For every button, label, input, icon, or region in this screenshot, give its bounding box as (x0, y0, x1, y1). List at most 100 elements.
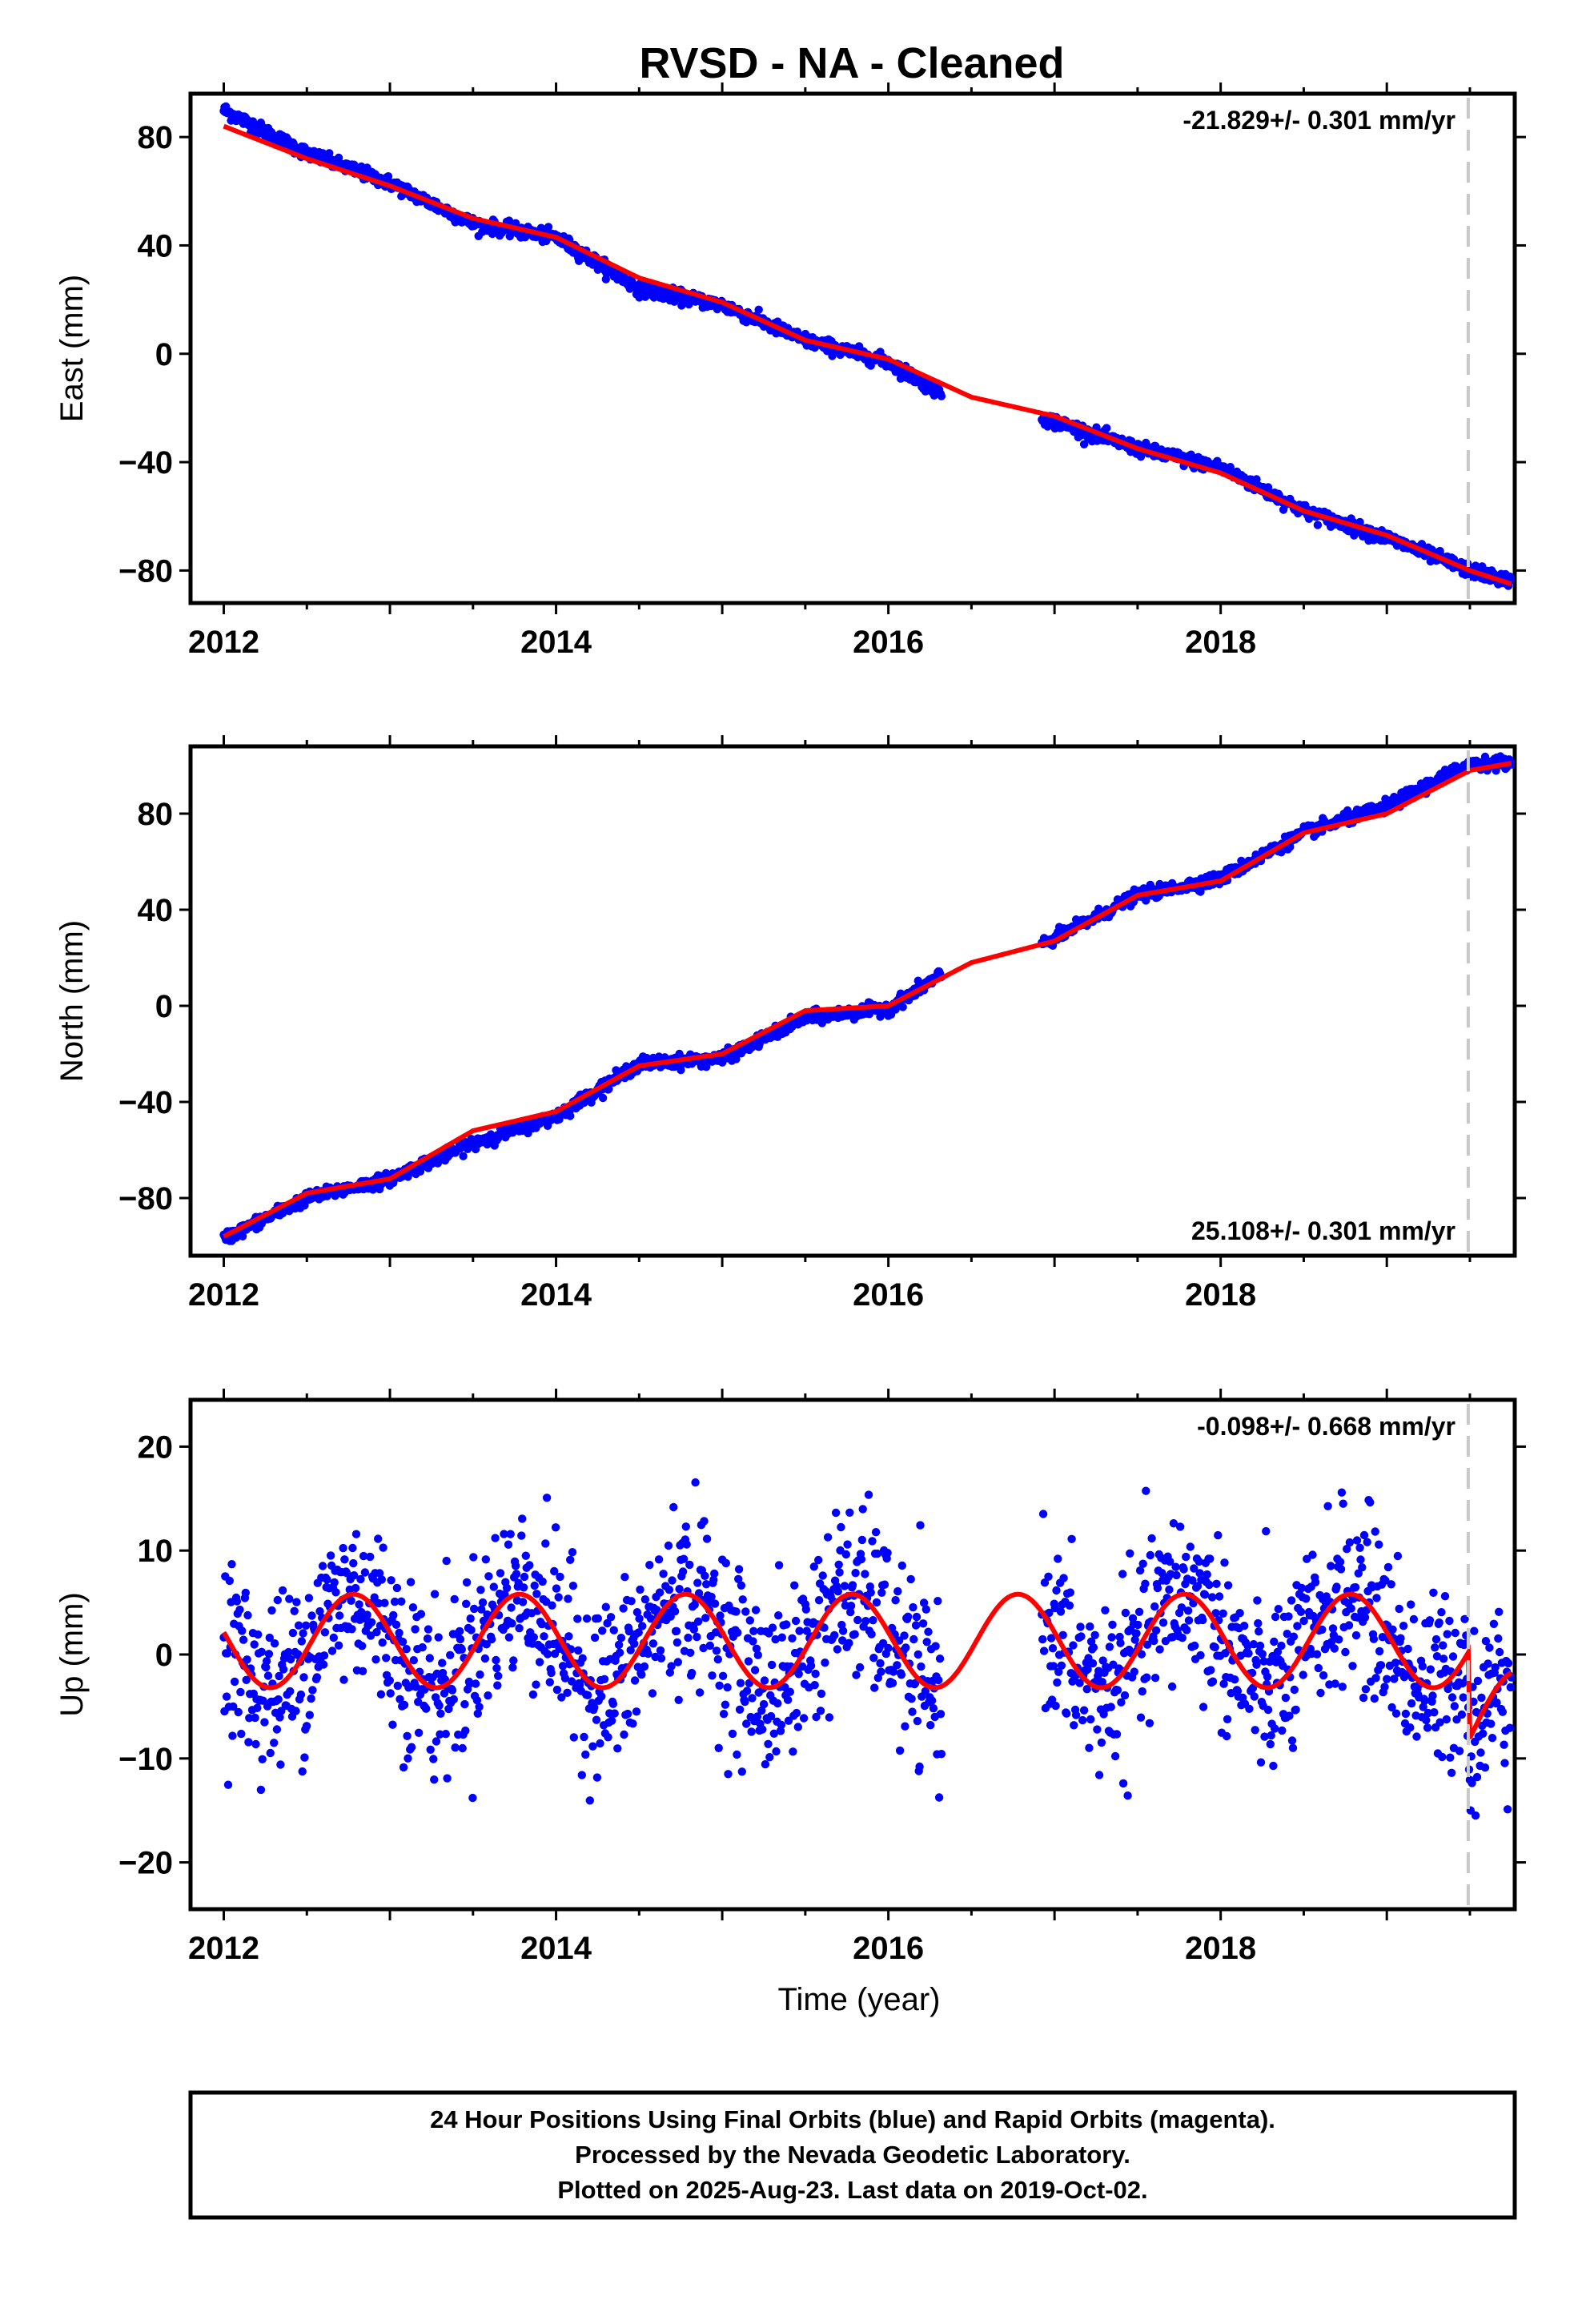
data-point (1343, 1545, 1351, 1554)
data-point (699, 1643, 708, 1653)
data-point (1290, 1685, 1299, 1695)
data-point (1263, 1705, 1273, 1715)
data-point (857, 1554, 866, 1564)
data-point (1270, 1637, 1279, 1647)
data-point (458, 1743, 467, 1753)
data-point (783, 1695, 793, 1704)
data-point (1358, 1563, 1367, 1572)
data-point (734, 1574, 743, 1584)
y-tick-label: 0 (155, 989, 173, 1024)
data-point (846, 1607, 855, 1617)
y-tick-label: 40 (138, 228, 174, 263)
data-point (868, 1537, 877, 1546)
data-point (273, 1595, 282, 1605)
data-point (376, 1690, 386, 1699)
data-point (1287, 1596, 1296, 1605)
data-point (1383, 1675, 1391, 1683)
data-point (521, 1551, 530, 1560)
data-point (286, 1655, 295, 1664)
model-fit-line (223, 761, 1512, 1239)
data-point (1106, 1703, 1115, 1711)
data-point (1287, 1736, 1297, 1745)
data-point (462, 1599, 471, 1609)
data-point (296, 1690, 306, 1699)
data-point (1476, 1748, 1485, 1757)
data-point (750, 1666, 760, 1675)
data-point (491, 1534, 500, 1542)
data-point (581, 1750, 590, 1759)
data-point (567, 1677, 576, 1686)
data-point (552, 1584, 561, 1593)
data-point (351, 1583, 360, 1593)
data-point (1308, 1550, 1317, 1559)
data-point (550, 1566, 559, 1576)
data-point (831, 1508, 841, 1518)
data-point (852, 1671, 861, 1679)
data-point (1169, 1519, 1178, 1528)
data-point (627, 1597, 636, 1606)
data-point (1086, 1622, 1094, 1631)
data-point (1102, 424, 1111, 432)
data-point (1470, 1626, 1479, 1635)
data-point (833, 1587, 843, 1596)
data-point (1426, 1665, 1435, 1674)
data-point (737, 1767, 746, 1776)
data-point (667, 1662, 676, 1671)
data-point (1206, 1554, 1215, 1563)
data-point (1214, 1530, 1223, 1540)
data-point (395, 1628, 404, 1638)
data-point (1396, 1634, 1405, 1642)
data-point (1231, 1675, 1239, 1684)
data-point (811, 1669, 820, 1679)
data-point (329, 1633, 338, 1642)
data-point (556, 1572, 564, 1582)
data-point (339, 1543, 347, 1553)
data-point (678, 1567, 688, 1576)
data-point (1058, 1630, 1067, 1640)
data-point (700, 1517, 709, 1526)
data-point (1435, 1718, 1444, 1727)
data-point (504, 216, 514, 225)
data-point (470, 1604, 479, 1614)
data-point (416, 1610, 426, 1618)
data-point (1395, 1604, 1403, 1614)
data-point (598, 1626, 607, 1635)
data-point (638, 1622, 647, 1630)
data-point (929, 1704, 938, 1713)
data-point (1184, 1616, 1194, 1625)
data-point (286, 1687, 295, 1696)
data-point (1344, 1621, 1354, 1630)
data-point (918, 1619, 928, 1628)
data-point (548, 1601, 556, 1610)
data-point (814, 1596, 824, 1605)
data-point (791, 1616, 801, 1626)
data-point (538, 1577, 547, 1586)
data-point (554, 1593, 563, 1602)
data-point (1388, 1625, 1397, 1634)
data-point (921, 1605, 931, 1614)
data-point (434, 1633, 443, 1642)
data-point (616, 1634, 626, 1642)
data-point (701, 1614, 710, 1622)
data-point (1291, 1705, 1300, 1715)
data-point (457, 1645, 466, 1654)
data-point (358, 1642, 367, 1651)
data-point (359, 1551, 368, 1561)
data-point (257, 1647, 266, 1656)
data-point (1399, 1622, 1408, 1630)
data-point (764, 1739, 773, 1748)
data-point (745, 1616, 754, 1625)
data-point (1121, 1608, 1130, 1618)
data-point (614, 1640, 624, 1650)
data-point (866, 1588, 875, 1597)
data-point (540, 1632, 548, 1641)
data-point (1182, 1552, 1191, 1562)
data-point (1328, 1624, 1338, 1633)
data-point (251, 1713, 259, 1723)
data-point (1311, 1578, 1320, 1587)
data-point (1142, 1673, 1151, 1682)
data-point (858, 1505, 867, 1514)
data-point (1283, 1630, 1291, 1638)
data-point (469, 1553, 478, 1562)
data-point (665, 1586, 674, 1594)
